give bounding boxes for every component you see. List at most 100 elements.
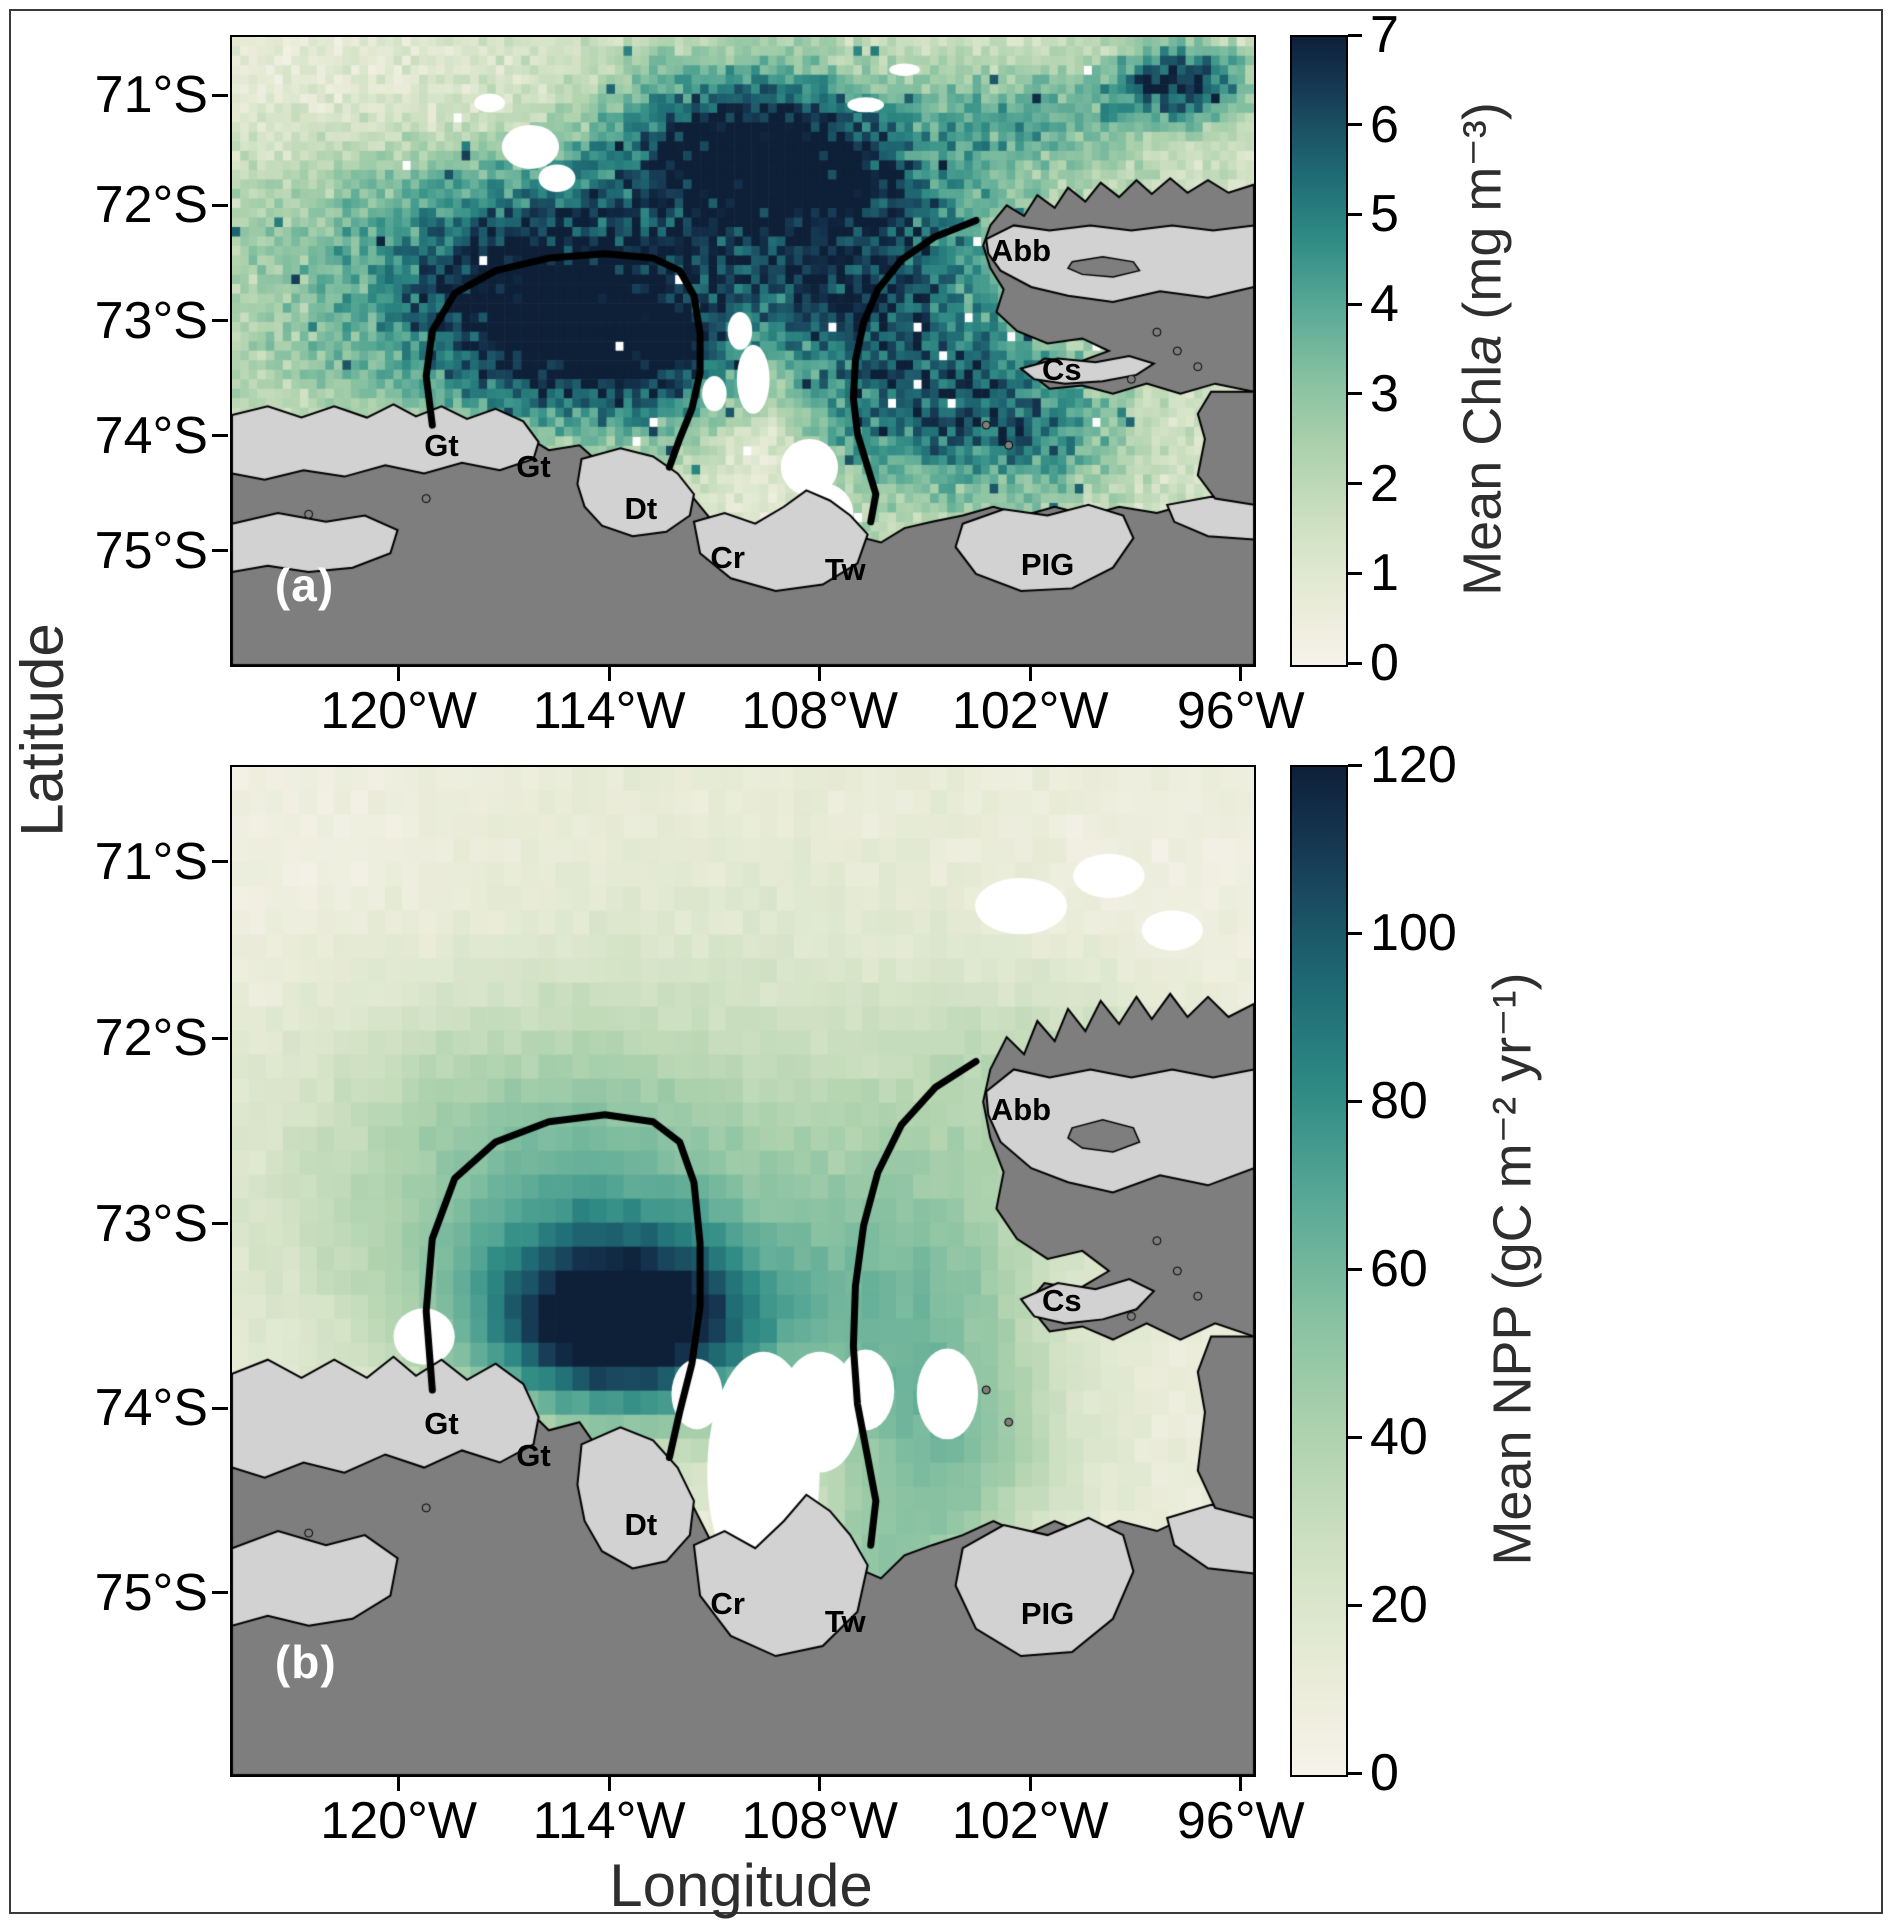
lon-tick-mark <box>607 665 611 681</box>
colorbar-b-tick-mark <box>1348 1267 1362 1271</box>
lat-tick-label-b-0: 71°S <box>94 832 208 891</box>
colorbar-a-tick-label-3: 3 <box>1370 364 1399 423</box>
colorbar-a-tick-mark <box>1348 302 1362 306</box>
colorbar-b-tick-mark <box>1348 1435 1362 1439</box>
lat-tick-mark <box>212 1591 228 1595</box>
lat-tick-mark <box>212 203 228 207</box>
lat-tick-mark <box>212 1406 228 1410</box>
colorbar-a-tick-label-6: 6 <box>1370 95 1399 154</box>
colorbar-a-tick-mark <box>1348 212 1362 216</box>
region-label-dt-2: Dt <box>624 491 658 527</box>
lat-tick-mark <box>212 93 228 97</box>
region-label-cs-6: Cs <box>1042 351 1082 387</box>
colorbar-a-tick-mark <box>1348 482 1362 486</box>
panel-a-map: (a) Gt Gt Dt Cr Tw PIG Cs Abb <box>230 35 1256 667</box>
panel-a-letter: (a) <box>274 558 335 611</box>
colorbar-b-tick-label-60: 60 <box>1370 1240 1428 1298</box>
region-label-pig-5: PIG <box>1020 546 1075 582</box>
colorbar-a-tick-mark <box>1348 571 1362 575</box>
lat-tick-label-b-4: 75°S <box>94 1563 208 1622</box>
colorbar-a-tick-mark <box>1348 661 1362 665</box>
region-label-abb-7: Abb <box>990 1091 1052 1127</box>
lon-tick-mark <box>1028 1775 1032 1791</box>
colorbar-b-tick-label-40: 40 <box>1370 1408 1428 1466</box>
colorbar-b-tick-mark <box>1348 1603 1362 1607</box>
colorbar-a-title-prefix: Mean Chl <box>1452 364 1513 596</box>
panel-b-letter: (b) <box>274 1636 337 1689</box>
colorbar-a-tick-mark <box>1348 392 1362 396</box>
region-label-cr-3: Cr <box>710 1585 745 1621</box>
colorbar-a-tick-label-2: 2 <box>1370 454 1399 513</box>
lat-tick-label-a-2: 73°S <box>94 291 208 350</box>
lat-tick-label-b-1: 72°S <box>94 1009 208 1068</box>
lat-tick-mark <box>212 434 228 438</box>
lon-tick-label-b-4: 96°W <box>1176 1792 1305 1850</box>
lon-tick-label-a-3: 102°W <box>951 682 1109 740</box>
lon-tick-mark <box>397 1775 401 1791</box>
colorbar-b-tick-mark <box>1348 1099 1362 1103</box>
lon-tick-label-a-4: 96°W <box>1176 682 1305 740</box>
map-a-heatmap-canvas <box>232 37 1254 665</box>
region-label-cr-3: Cr <box>710 540 745 576</box>
lon-tick-label-b-3: 102°W <box>951 1792 1109 1850</box>
colorbar-b-tick-mark <box>1348 763 1362 767</box>
colorbar-b-tick-label-120: 120 <box>1370 736 1457 794</box>
lon-tick-label-b-0: 120°W <box>320 1792 477 1850</box>
colorbar-a-tick-mark <box>1348 123 1362 127</box>
colorbar-b-tick-mark <box>1348 1771 1362 1775</box>
colorbar-b-tick-mark <box>1348 931 1362 935</box>
colorbar-a-tick-mark <box>1348 33 1362 37</box>
lat-tick-label-a-0: 71°S <box>94 66 208 125</box>
lon-tick-mark <box>1239 1775 1243 1791</box>
colorbar-a-tick-label-4: 4 <box>1370 275 1399 334</box>
y-axis-title: Latitude <box>8 623 76 837</box>
region-label-tw-4: Tw <box>824 1603 866 1639</box>
lat-tick-label-a-1: 72°S <box>94 176 208 235</box>
lon-tick-label-b-2: 108°W <box>741 1792 899 1850</box>
colorbar-a-title-italic: a <box>1452 334 1513 365</box>
colorbar-b-tick-label-0: 0 <box>1370 1744 1399 1802</box>
lon-tick-label-b-1: 114°W <box>532 1792 686 1850</box>
region-label-tw-4: Tw <box>824 551 866 587</box>
colorbar-b <box>1290 765 1348 1777</box>
lon-tick-label-a-1: 114°W <box>532 682 686 740</box>
colorbar-a-title-suffix: (mg m⁻³) <box>1452 102 1513 335</box>
lat-tick-mark <box>212 1036 228 1040</box>
region-label-dt-2: Dt <box>624 1507 658 1543</box>
lon-tick-mark <box>818 1775 822 1791</box>
colorbar-a-tick-label-7: 7 <box>1370 6 1399 64</box>
region-label-gt-1: Gt <box>516 448 551 484</box>
lat-tick-mark <box>212 549 228 553</box>
panel-b-map: (b) Gt Gt Dt Cr Tw PIG Cs Abb <box>230 765 1256 1777</box>
lon-tick-label-a-2: 108°W <box>741 682 899 740</box>
region-label-gt-0: Gt <box>424 1406 459 1442</box>
colorbar-a-title: Mean Chla (mg m⁻³) <box>1451 102 1514 596</box>
lat-tick-mark <box>212 319 228 323</box>
colorbar-b-title-suffix: (gC m⁻² yr⁻¹) <box>1482 972 1543 1306</box>
colorbar-b-tick-label-100: 100 <box>1370 904 1457 962</box>
colorbar-a-tick-label-1: 1 <box>1370 544 1399 603</box>
lon-tick-mark <box>1028 665 1032 681</box>
lat-tick-label-b-2: 73°S <box>94 1194 208 1253</box>
lon-tick-mark <box>1239 665 1243 681</box>
map-b-heatmap-canvas <box>232 767 1254 1775</box>
lat-tick-label-a-3: 74°S <box>94 406 208 465</box>
region-label-pig-5: PIG <box>1020 1595 1075 1631</box>
region-label-gt-0: Gt <box>424 428 459 464</box>
colorbar-a-tick-label-0: 0 <box>1370 634 1399 692</box>
x-axis-title: Longitude <box>609 1852 873 1919</box>
lat-tick-label-a-4: 75°S <box>94 521 208 580</box>
colorbar-a <box>1290 35 1348 667</box>
lon-tick-mark <box>397 665 401 681</box>
region-label-abb-7: Abb <box>990 232 1052 268</box>
lat-tick-mark <box>212 1222 228 1226</box>
colorbar-b-title: Mean NPP (gC m⁻² yr⁻¹) <box>1481 972 1544 1565</box>
region-label-cs-6: Cs <box>1042 1283 1082 1319</box>
colorbar-b-title-prefix: Mean NPP <box>1482 1305 1543 1566</box>
colorbar-a-tick-label-5: 5 <box>1370 185 1399 244</box>
lat-tick-mark <box>212 860 228 864</box>
colorbar-b-tick-label-80: 80 <box>1370 1072 1428 1130</box>
lat-tick-label-b-3: 74°S <box>94 1379 208 1438</box>
region-label-gt-1: Gt <box>516 1438 551 1474</box>
